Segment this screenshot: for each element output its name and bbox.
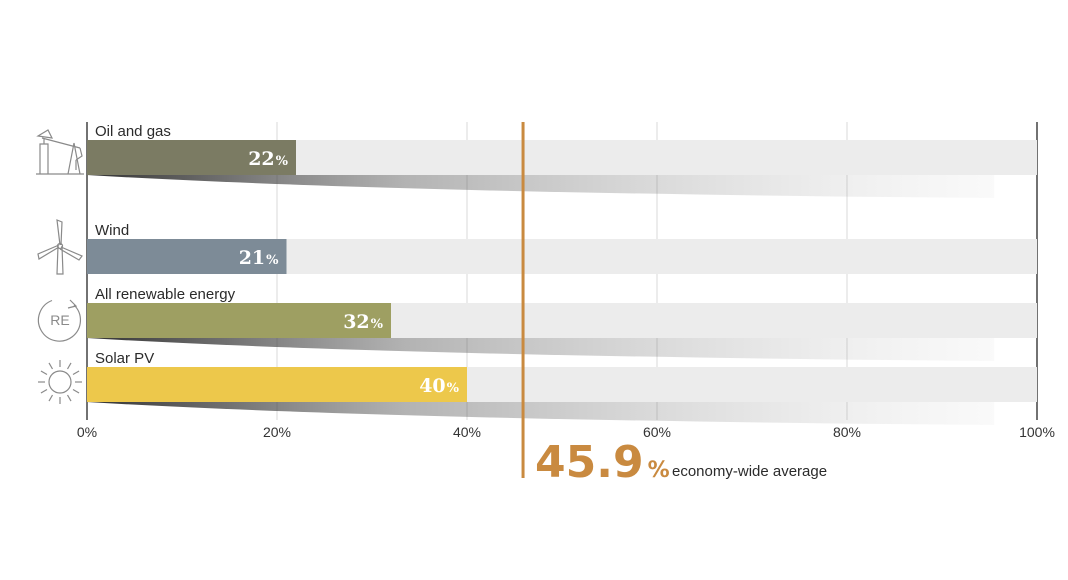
bar-shadow <box>87 402 995 425</box>
x-tick-label: 40% <box>453 424 481 440</box>
sun-icon <box>38 360 82 404</box>
renewable-energy-icon: RE <box>37 299 81 342</box>
x-tick-label: 100% <box>1019 424 1055 440</box>
x-tick-label: 20% <box>263 424 291 440</box>
x-tick-label: 60% <box>643 424 671 440</box>
bar-0 <box>87 140 296 175</box>
x-axis-ticks: 0% 20% 40% 60% 80% 100% <box>77 424 1055 440</box>
category-labels: Oil and gas Wind All renewable energy Solar… <box>95 123 236 367</box>
value-labels: 22% 21% 32% 40% <box>239 148 460 397</box>
reference-value-label: 45.9% <box>535 437 670 488</box>
bar-shadow <box>87 175 995 198</box>
reference-line-label: economy-wide average <box>672 463 827 480</box>
bar-2 <box>87 303 391 338</box>
category-label: Oil and gas <box>95 123 171 140</box>
bar-1 <box>87 239 287 274</box>
value-label: 32% <box>343 311 383 333</box>
category-icons: RE <box>36 129 84 404</box>
wind-turbine-icon <box>37 219 83 275</box>
value-label: 40% <box>419 375 459 397</box>
category-label: Solar PV <box>95 350 154 367</box>
bar-3 <box>87 367 467 402</box>
x-tick-label: 0% <box>77 424 97 440</box>
value-label: 22% <box>248 148 288 170</box>
reference-line-group: 45.9% economy-wide average <box>521 122 827 488</box>
category-label: Wind <box>95 222 129 239</box>
bars <box>87 140 467 402</box>
bar-shadow <box>87 338 995 361</box>
value-label: 21% <box>239 247 279 269</box>
bar-shadows <box>87 175 995 425</box>
svg-text:RE: RE <box>50 312 69 328</box>
category-label: All renewable energy <box>95 286 236 303</box>
x-tick-label: 80% <box>833 424 861 440</box>
oil-pump-icon <box>36 129 84 175</box>
